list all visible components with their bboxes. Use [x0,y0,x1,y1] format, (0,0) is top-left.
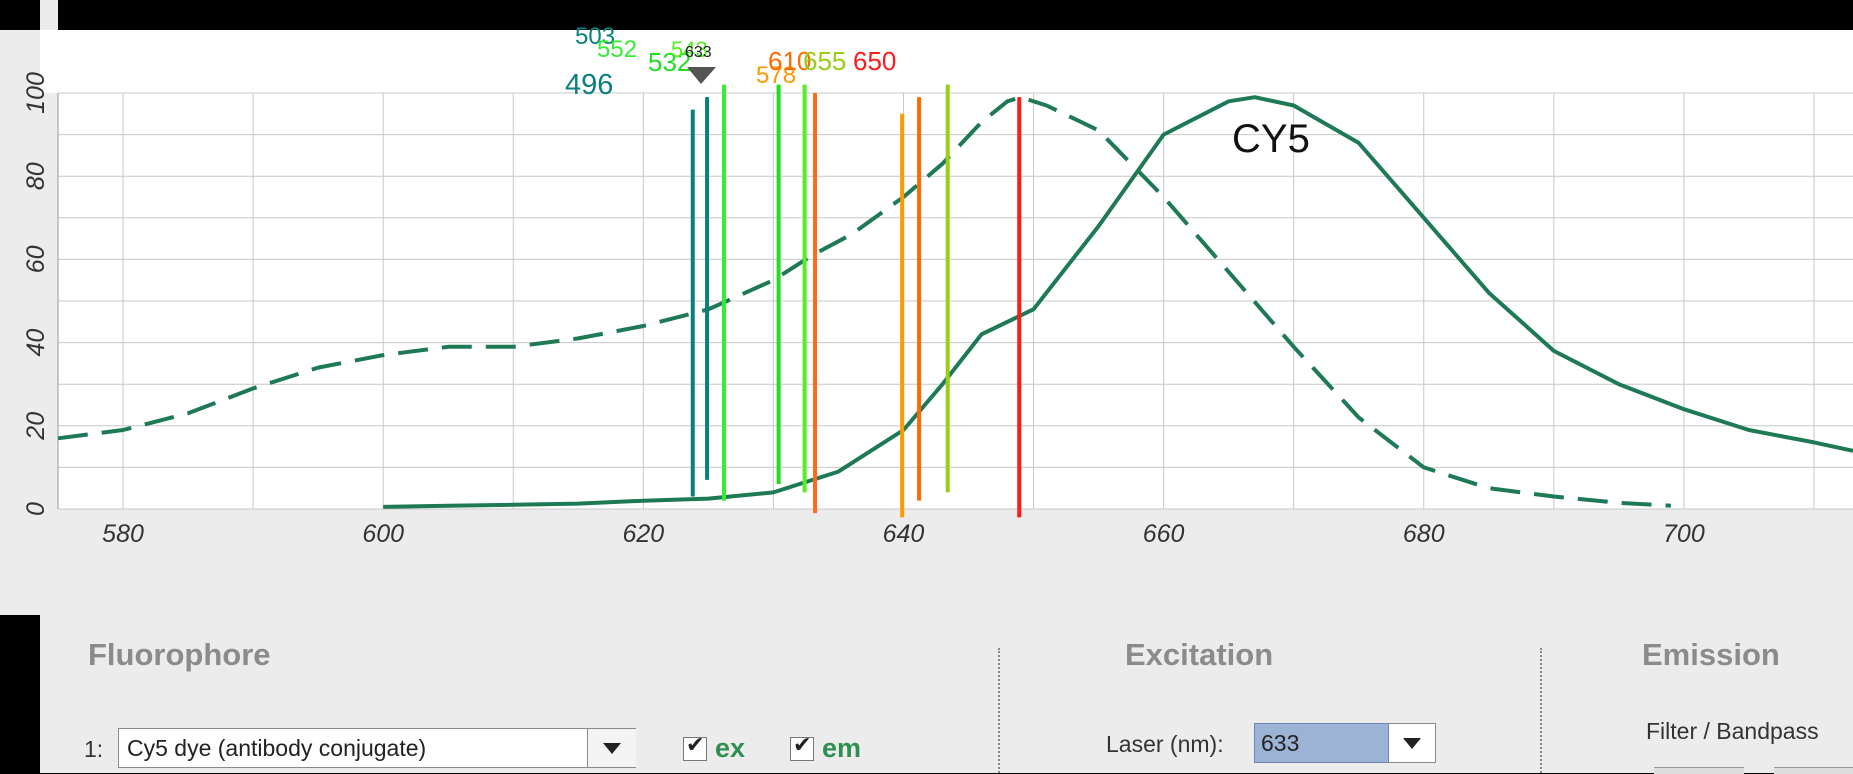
y-tick-label: 0 [22,502,50,516]
laser-select-value: 633 [1261,730,1300,756]
wavelength-marker-label: 543 [671,37,708,62]
fluorophore-select-value: Cy5 dye (antibody conjugate) [127,735,427,761]
x-tick-label: 600 [362,520,404,548]
wavelength-marker-label: 633 [685,44,712,61]
chart-series [57,95,1853,509]
laser-label: Laser (nm): [1106,731,1224,757]
wavelength-marker-label: 552 [597,36,637,63]
wavelength-marker-label: 610 [768,46,811,76]
spectrum-chart: 580 600 620 640 660 680 700 0 20 40 60 80 100 CY5 496… [0,0,1853,615]
wavelength-markers [690,84,1022,518]
wavelength-marker-label: 503 [575,23,615,50]
ex-label: ex [715,733,746,763]
y-axis-band [40,0,58,615]
filter-bandpass-label: Filter / Bandpass [1646,718,1819,744]
x-axis-band [0,509,1853,615]
em-label: em [822,733,862,763]
x-tick-label: 580 [102,520,144,548]
wavelength-marker-label: 578 [756,62,796,89]
chevron-down-icon [1403,738,1421,749]
wavelength-marker-label: 650 [853,46,896,76]
chart-grid [0,0,1853,615]
y-tick-label: 60 [22,245,50,273]
checkmark-icon: ✔ [793,733,812,758]
top-band [40,30,1853,93]
section-divider [1540,648,1542,773]
x-tick-label: 680 [1403,520,1445,548]
y-tick-label: 40 [22,329,50,357]
ex-checkbox[interactable]: ✔ [683,733,707,761]
filter-input[interactable] [1654,767,1744,774]
section-divider [998,648,1000,773]
dye-annotation-label: CY5 [1232,117,1310,161]
em-checkbox[interactable]: ✔ [790,733,814,761]
x-tick-label: 700 [1663,520,1705,548]
fluorophore-row-index: 1: [84,736,104,762]
wavelength-marker-label: 496 [565,69,613,101]
fluorophore-select[interactable]: Cy5 dye (antibody conjugate) [118,728,636,768]
y-tick-label: 20 [22,412,50,441]
chart-axes: 580 600 620 640 660 680 700 0 20 40 60 80 100 [22,72,1705,548]
x-tick-label: 640 [883,520,925,548]
laser-select[interactable]: 633 [1254,723,1389,763]
emission-spectrum-line [383,95,1853,509]
laser-indicator-icon [687,67,716,84]
bandpass-input[interactable] [1774,767,1853,774]
checkmark-icon: ✔ [686,733,705,758]
wavelength-marker-label: 655 [803,46,846,76]
wavelength-marker-label: 532 [648,47,691,77]
x-tick-label: 620 [622,520,664,548]
fluorophore-title: Fluorophore [88,637,271,672]
x-tick-label: 660 [1143,520,1185,548]
emission-title: Emission [1642,637,1780,672]
chevron-down-icon [603,743,621,754]
laser-dropdown-button[interactable] [1389,723,1436,763]
excitation-spectrum-line [57,95,1672,508]
y-tick-label: 100 [22,72,50,114]
y-label-band [0,30,40,615]
y-tick-label: 80 [22,162,50,190]
fluorophore-dropdown-button[interactable] [587,729,636,767]
excitation-title: Excitation [1125,637,1274,672]
